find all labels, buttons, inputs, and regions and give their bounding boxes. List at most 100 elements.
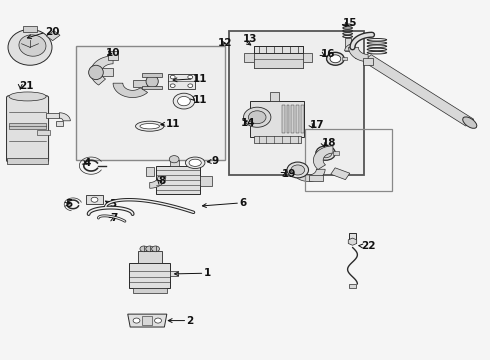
Circle shape [146, 246, 154, 252]
FancyBboxPatch shape [76, 45, 225, 160]
Ellipse shape [463, 117, 477, 128]
Circle shape [133, 318, 140, 323]
Polygon shape [56, 121, 63, 126]
Text: 5: 5 [66, 199, 73, 209]
Circle shape [152, 246, 159, 252]
Text: 10: 10 [106, 48, 120, 58]
Circle shape [140, 246, 148, 252]
Circle shape [188, 84, 193, 87]
FancyBboxPatch shape [6, 96, 49, 162]
Bar [133, 288, 167, 293]
Polygon shape [113, 83, 147, 98]
Circle shape [244, 107, 271, 127]
Text: 12: 12 [218, 38, 233, 48]
Text: 22: 22 [361, 241, 376, 251]
Bar [254, 136, 301, 143]
Circle shape [287, 162, 309, 178]
Ellipse shape [140, 123, 159, 129]
Bar [333, 151, 339, 155]
Ellipse shape [185, 157, 205, 168]
Polygon shape [363, 55, 474, 126]
Polygon shape [108, 51, 119, 60]
Circle shape [91, 197, 98, 202]
Polygon shape [344, 43, 355, 51]
Polygon shape [59, 113, 71, 121]
Polygon shape [170, 160, 178, 166]
Text: 19: 19 [282, 169, 296, 179]
Text: 2: 2 [186, 316, 194, 325]
Polygon shape [143, 73, 162, 77]
Ellipse shape [89, 65, 103, 80]
Circle shape [144, 318, 151, 323]
Bar [292, 105, 294, 134]
Circle shape [327, 52, 344, 65]
Bar [156, 166, 199, 194]
Bar [168, 74, 195, 89]
Text: 9: 9 [212, 156, 219, 166]
Bar [342, 57, 347, 60]
Text: 7: 7 [111, 213, 118, 223]
Text: 1: 1 [203, 268, 211, 278]
Text: 3: 3 [109, 199, 117, 209]
Polygon shape [314, 146, 333, 170]
Ellipse shape [8, 30, 52, 65]
Polygon shape [143, 86, 162, 89]
Polygon shape [133, 80, 147, 87]
FancyBboxPatch shape [229, 31, 364, 175]
Text: 11: 11 [193, 95, 207, 105]
Text: 17: 17 [310, 120, 324, 130]
Ellipse shape [189, 159, 201, 166]
Polygon shape [355, 54, 362, 58]
Bar [244, 53, 254, 62]
Bar [287, 105, 290, 134]
Circle shape [155, 318, 161, 323]
Text: 4: 4 [84, 158, 91, 168]
Bar [254, 46, 303, 68]
Polygon shape [363, 58, 373, 65]
Bar [254, 53, 303, 68]
Bar [23, 26, 37, 32]
Text: 13: 13 [243, 35, 257, 44]
Polygon shape [146, 167, 154, 176]
Polygon shape [46, 113, 59, 118]
Bar [348, 284, 356, 288]
Polygon shape [292, 169, 301, 176]
Text: 20: 20 [45, 27, 59, 37]
Polygon shape [309, 175, 323, 181]
Polygon shape [292, 169, 325, 181]
Polygon shape [331, 168, 350, 180]
Text: 11: 11 [166, 119, 180, 129]
Circle shape [173, 93, 195, 109]
Bar [37, 130, 49, 135]
Circle shape [330, 55, 341, 63]
Circle shape [177, 96, 190, 106]
Polygon shape [344, 39, 350, 51]
Text: 18: 18 [322, 139, 337, 148]
Polygon shape [150, 176, 166, 188]
Bar [138, 251, 162, 263]
Text: 15: 15 [343, 18, 357, 28]
Polygon shape [348, 238, 357, 245]
Circle shape [170, 75, 175, 79]
Polygon shape [348, 47, 368, 62]
Polygon shape [270, 92, 279, 101]
Polygon shape [128, 314, 167, 327]
Circle shape [170, 84, 175, 87]
Circle shape [169, 156, 179, 163]
Polygon shape [91, 56, 113, 85]
Ellipse shape [136, 121, 164, 131]
Bar [303, 53, 313, 62]
Text: 6: 6 [239, 198, 246, 208]
Bar [282, 105, 285, 134]
Circle shape [319, 148, 332, 158]
Circle shape [316, 146, 335, 160]
Bar [199, 176, 212, 186]
Bar [348, 233, 356, 243]
Ellipse shape [146, 75, 158, 87]
Ellipse shape [9, 92, 46, 101]
Bar [250, 101, 304, 137]
Text: 14: 14 [241, 118, 256, 128]
Polygon shape [96, 68, 113, 76]
Bar [86, 195, 103, 204]
Ellipse shape [19, 35, 46, 56]
